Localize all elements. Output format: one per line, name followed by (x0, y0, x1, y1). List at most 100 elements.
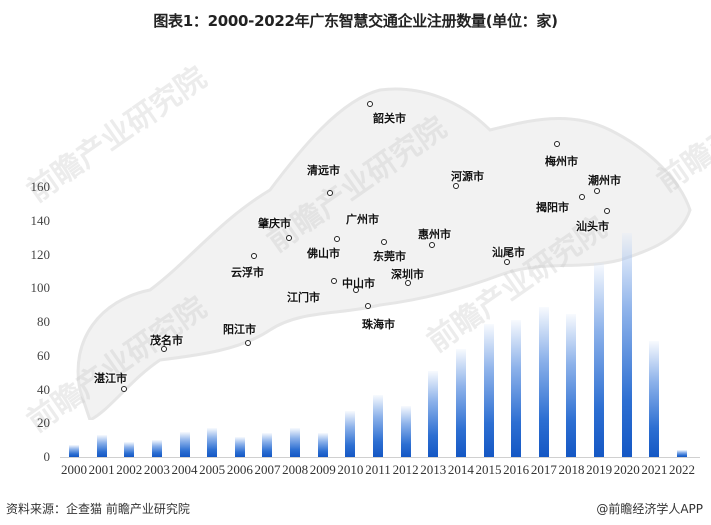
city-marker-icon (604, 208, 610, 214)
y-tick-label: 60 (37, 347, 50, 363)
bar-2013 (428, 370, 439, 457)
x-tick-label: 2001 (88, 462, 115, 477)
x-tick-label: 2010 (337, 462, 364, 477)
bar-2002 (124, 441, 135, 457)
bar-2010 (345, 411, 356, 457)
city-label: 东莞市 (373, 250, 406, 263)
city-marker-icon (429, 242, 435, 248)
city-marker-icon (327, 190, 333, 196)
bar-2012 (400, 406, 411, 457)
city-label: 梅州市 (545, 155, 578, 168)
bar-2003 (151, 440, 162, 457)
bar-2005 (207, 428, 218, 457)
x-tick-label: 2017 (530, 462, 557, 477)
city-label: 汕尾市 (492, 246, 525, 259)
x-tick-label: 2005 (199, 462, 226, 477)
y-tick-label: 20 (37, 415, 50, 431)
bar-2000 (69, 445, 79, 457)
bar-2006 (234, 436, 245, 457)
bar-2017 (538, 306, 549, 457)
bar-2011 (373, 394, 383, 457)
x-tick-label: 2013 (420, 462, 447, 477)
city-label: 湛江市 (94, 372, 127, 385)
bar-2016 (511, 320, 522, 457)
city-marker-icon (365, 303, 371, 309)
city-marker-icon (579, 194, 585, 200)
x-tick-label: 2009 (309, 462, 336, 477)
city-marker-icon (286, 235, 292, 241)
x-tick-label: 2019 (586, 462, 613, 477)
city-marker-icon (245, 340, 251, 346)
bar-2015 (483, 323, 494, 457)
bar-2020 (621, 232, 632, 457)
city-marker-icon (251, 253, 257, 259)
y-tick-label: 0 (43, 449, 51, 464)
x-tick-label: 2004 (171, 462, 198, 477)
city-marker-icon (405, 280, 411, 286)
x-tick-label: 2020 (613, 462, 640, 477)
y-tick-label: 140 (30, 212, 51, 228)
city-label: 佛山市 (307, 247, 340, 260)
city-label: 珠海市 (362, 318, 395, 331)
y-tick-label: 100 (30, 280, 51, 296)
credit-note: @前瞻经济学人APP (596, 502, 703, 516)
city-label: 广州市 (346, 213, 379, 226)
source-note: 资料来源：企查猫 前瞻产业研究院 (6, 502, 190, 516)
y-tick-label: 120 (30, 246, 51, 262)
bar-2019 (594, 262, 605, 457)
guangdong-map-background (76, 87, 692, 420)
bar-2001 (96, 435, 107, 457)
x-tick-label: 2000 (61, 462, 87, 477)
city-marker-icon (334, 236, 340, 242)
x-tick-label: 2018 (558, 462, 585, 477)
city-marker-icon (367, 101, 373, 107)
city-label: 云浮市 (231, 266, 264, 279)
y-tick-label: 160 (30, 179, 51, 194)
city-label: 汕头市 (576, 220, 609, 233)
city-label: 揭阳市 (536, 201, 569, 214)
x-tick-label: 2011 (365, 462, 391, 477)
chart-title: 图表1：2000-2022年广东智慧交通企业注册数量(单位：家) (153, 12, 558, 30)
city-marker-icon (594, 188, 600, 194)
x-tick-label: 2007 (254, 462, 281, 477)
city-label: 河源市 (451, 170, 484, 183)
city-marker-icon (554, 141, 560, 147)
city-label: 深圳市 (391, 268, 424, 281)
bar-2004 (179, 431, 190, 457)
city-marker-icon (453, 183, 459, 189)
x-tick-label: 2002 (116, 462, 143, 477)
city-label: 潮州市 (588, 174, 621, 187)
bar-2009 (317, 433, 328, 457)
city-label: 茂名市 (150, 334, 183, 347)
x-tick-label: 2006 (226, 462, 253, 477)
city-marker-icon (353, 287, 359, 293)
city-marker-icon (121, 386, 127, 392)
bar-2007 (262, 433, 273, 457)
x-tick-label: 2015 (475, 462, 502, 477)
city-marker-icon (331, 278, 337, 284)
bar-2022 (677, 450, 687, 457)
y-tick-label: 80 (37, 314, 50, 329)
city-marker-icon (381, 239, 387, 245)
city-label: 韶关市 (373, 112, 406, 125)
x-tick-label: 2014 (447, 462, 474, 477)
city-label: 清远市 (307, 164, 340, 177)
y-tick-label: 40 (37, 381, 50, 397)
city-label: 阳江市 (223, 323, 256, 336)
x-tick-label: 2016 (503, 462, 530, 477)
x-tick-label: 2021 (641, 462, 668, 477)
city-label: 肇庆市 (258, 217, 291, 230)
bar-2014 (455, 349, 466, 457)
bar-2021 (649, 340, 660, 457)
city-label: 中山市 (342, 277, 375, 290)
city-marker-icon (504, 259, 510, 265)
city-label: 江门市 (287, 291, 320, 304)
x-tick-label: 2008 (282, 462, 309, 477)
city-label: 惠州市 (418, 228, 451, 241)
x-axis-line (60, 457, 700, 458)
x-tick-label: 2003 (143, 462, 170, 477)
x-tick-label: 2022 (669, 462, 695, 477)
city-marker-icon (161, 346, 167, 352)
x-tick-label: 2012 (392, 462, 419, 477)
